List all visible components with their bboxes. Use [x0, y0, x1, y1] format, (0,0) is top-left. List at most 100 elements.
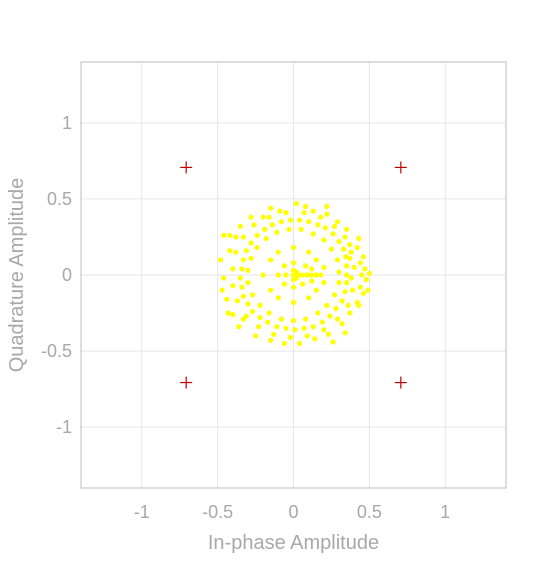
signal-point: [283, 210, 289, 216]
signal-point: [339, 298, 345, 304]
signal-point: [219, 287, 225, 293]
signal-point: [253, 333, 259, 339]
signal-point: [303, 203, 309, 210]
signal-point: [342, 330, 348, 336]
signal-point: [306, 295, 312, 301]
signal-point: [274, 229, 280, 235]
signal-point: [324, 203, 330, 210]
signal-point: [303, 316, 309, 322]
signal-point: [234, 298, 240, 304]
signal-point: [274, 324, 280, 330]
signal-point: [292, 327, 298, 333]
signal-point: [240, 234, 246, 240]
signal-point: [300, 272, 306, 278]
signal-point: [344, 263, 350, 269]
signal-point: [345, 302, 351, 308]
reference-point: [180, 161, 193, 174]
signal-point: [321, 327, 327, 333]
y-tick-label: 0.5: [47, 189, 72, 209]
signal-point: [240, 293, 246, 299]
signal-point: [328, 246, 334, 252]
signal-point: [331, 292, 338, 298]
signal-point: [300, 281, 306, 287]
signal-point: [248, 214, 254, 220]
signal-point: [237, 275, 243, 281]
signal-point: [360, 254, 366, 260]
signal-point: [233, 234, 239, 240]
signal-point: [318, 214, 324, 220]
signal-point: [313, 272, 319, 278]
signal-point: [315, 222, 321, 228]
signal-point: [313, 287, 319, 293]
grid: [81, 62, 506, 488]
signal-point: [315, 310, 321, 316]
signal-point: [310, 231, 316, 237]
signal-point: [287, 334, 294, 340]
signal-point: [257, 315, 263, 321]
x-tick-label: 0: [288, 502, 298, 522]
signal-point: [351, 264, 357, 270]
signal-point: [309, 272, 315, 278]
x-tick-label: 0.5: [357, 502, 382, 522]
signal-point: [297, 217, 303, 223]
signal-point: [348, 275, 354, 281]
y-tick-label: -0.5: [41, 341, 72, 361]
signal-point: [249, 292, 256, 298]
signal-point: [303, 263, 309, 269]
signal-point: [334, 257, 341, 263]
signal-point: [297, 340, 303, 347]
signal-point: [266, 214, 272, 220]
x-axis-label: In-phase Amplitude: [208, 532, 379, 554]
signal-point: [344, 272, 350, 278]
signal-point: [330, 231, 336, 237]
signal-point: [262, 226, 268, 232]
signal-point: [286, 226, 292, 232]
signal-point: [257, 302, 263, 308]
signal-point: [271, 331, 277, 337]
signal-point: [362, 266, 368, 272]
signal-point: [293, 269, 300, 275]
signal-point: [319, 319, 325, 325]
signal-point: [341, 246, 347, 252]
signal-point: [251, 222, 257, 228]
signal-point: [350, 287, 356, 293]
signal-point: [324, 211, 330, 217]
signal-point: [287, 217, 294, 223]
signal-point: [260, 214, 266, 220]
tick-labels: -1 -0.5 0 0.5 1 -1 -0.5 0 0.5 1: [41, 113, 450, 522]
signal-point: [227, 248, 233, 254]
signal-point: [363, 277, 369, 283]
signal-point: [360, 290, 366, 296]
signal-point: [263, 235, 269, 242]
signal-point: [339, 321, 345, 327]
signal-point: [301, 325, 307, 331]
signal-point: [354, 245, 360, 251]
signal-point: [312, 336, 318, 342]
signal-point: [310, 208, 316, 214]
signal-point: [327, 313, 333, 319]
signal-point: [281, 281, 287, 287]
signal-point: [240, 257, 246, 263]
signal-point: [321, 237, 327, 243]
signal-point: [342, 289, 348, 295]
signal-point: [278, 316, 284, 322]
signal-point: [333, 305, 339, 312]
signal-point: [313, 257, 319, 263]
signal-point: [281, 340, 287, 347]
signal-point: [322, 225, 328, 231]
signal-point: [283, 272, 289, 278]
signal-point: [225, 310, 231, 316]
signal-point: [344, 280, 350, 286]
signal-point: [357, 284, 363, 290]
signal-point: [348, 249, 354, 255]
signal-point: [365, 287, 371, 293]
signal-point: [265, 319, 271, 325]
signal-point: [237, 223, 243, 229]
signal-point: [269, 222, 275, 228]
x-tick-label: -0.5: [202, 502, 233, 522]
signal-point: [304, 333, 310, 339]
y-tick-label: -1: [56, 417, 72, 437]
signal-point: [243, 248, 249, 254]
signal-point: [336, 238, 342, 245]
